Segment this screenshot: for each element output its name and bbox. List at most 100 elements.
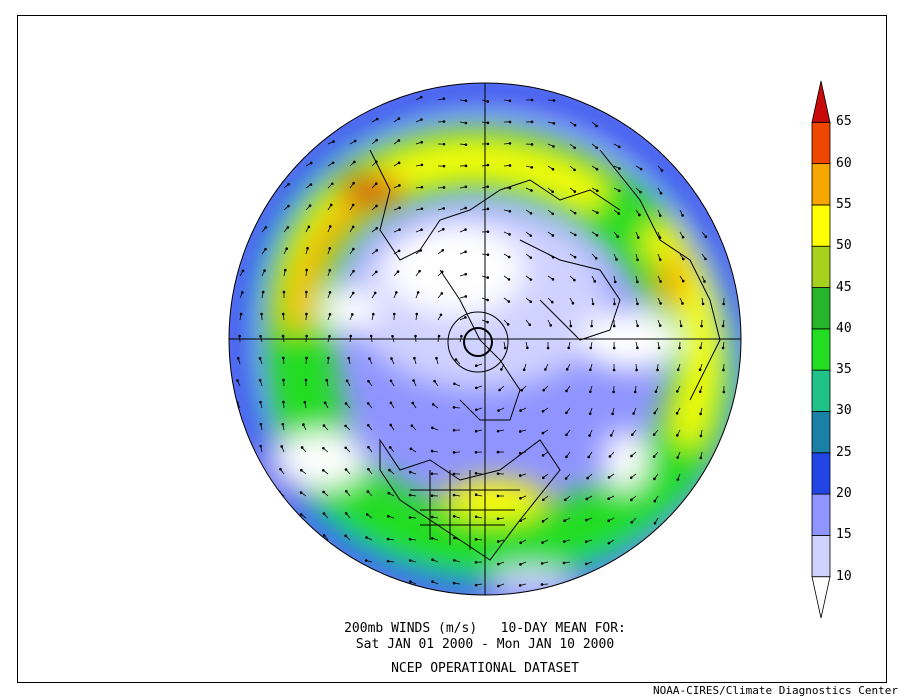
wind-vector-head (519, 519, 522, 523)
wind-vector-head (551, 190, 554, 194)
wind-vector-head (612, 324, 616, 328)
wind-vector-head (529, 278, 533, 281)
colorbar-segment (811, 204, 831, 247)
wind-vector-head (607, 476, 611, 479)
wind-vector-head (721, 346, 725, 350)
wind-vector-head (347, 356, 351, 360)
wind-vector-head (452, 451, 456, 454)
wind-vector-head (630, 498, 633, 502)
wind-vector-head (519, 541, 522, 545)
wind-vector-head (573, 168, 576, 172)
wind-vector-head (544, 368, 547, 371)
wind-vector-head (299, 513, 303, 516)
wind-vector-head (474, 560, 478, 564)
wind-vector-head (420, 185, 424, 189)
calm-south (490, 566, 570, 594)
wind-vector-head (542, 388, 545, 392)
wind-vector-head (388, 468, 391, 472)
wind-vector-head (699, 434, 703, 438)
wind-vector-head (474, 408, 478, 412)
wind-vector-head (366, 424, 370, 427)
wind-vector-head (375, 204, 378, 208)
wind-vector-head (681, 302, 684, 305)
wind-vector-head (281, 312, 285, 316)
wind-vector-head (508, 120, 512, 124)
wind-vector-head (639, 190, 642, 194)
wind-vector-head (282, 378, 285, 382)
inner-calm (385, 225, 525, 315)
wind-vector-head (497, 584, 500, 588)
wind-vector-head (352, 181, 355, 185)
wind-vector-head (474, 386, 478, 390)
wind-vector-head (589, 390, 592, 394)
wind-vector-head (497, 409, 500, 412)
wind-vector-head (589, 346, 593, 350)
wind-vector-head (464, 143, 468, 146)
wind-vector-head (286, 226, 290, 229)
dataset-label: NCEP OPERATIONAL DATASET (391, 661, 579, 676)
wind-vector-head (659, 191, 663, 195)
wind-vector-head (344, 424, 347, 428)
colorbar-segment (811, 80, 831, 123)
wind-vector-head (530, 166, 534, 169)
colorbar-tick-label: 10 (836, 568, 852, 584)
wind-vector-head (365, 513, 369, 516)
wind-vector-head (656, 368, 659, 372)
wind-vector-head (520, 388, 524, 392)
wind-vector-head (496, 540, 500, 543)
wind-vector-head (676, 368, 680, 372)
wind-vector-head (464, 206, 467, 210)
wind-vector-head (430, 536, 434, 540)
colorbar-tick-label: 15 (836, 527, 852, 543)
wind-vector-head (630, 433, 634, 436)
wind-vector-head (486, 121, 490, 125)
wind-vector-head (595, 167, 599, 171)
wind-vector-head (430, 515, 434, 519)
wind-vector-head (442, 227, 445, 231)
wind-vector-head (596, 189, 599, 193)
wind-vector-head (564, 477, 568, 480)
wind-vector-head (496, 517, 500, 521)
wind-vector-head (636, 280, 639, 284)
wind-vector-head (309, 161, 313, 165)
wind-vector-head (564, 498, 567, 502)
wind-vector-head (390, 357, 393, 360)
wind-vector-head (486, 100, 490, 103)
wind-vector-head (419, 249, 423, 252)
wind-vector-head (398, 184, 401, 187)
wind-vector-head (529, 211, 533, 215)
wind-vector-head (652, 455, 656, 458)
wind-vector-head (327, 356, 330, 360)
wind-vector-head (367, 379, 370, 383)
wind-vector-head (573, 255, 577, 259)
wind-vector-head (258, 378, 262, 382)
colorbar-segment (811, 245, 831, 288)
wind-vector-head (595, 233, 599, 237)
wind-vector-head (263, 269, 266, 272)
wind-vector-head (678, 346, 681, 350)
wind-vector-head (658, 214, 662, 217)
inner-calm-west (322, 288, 378, 332)
wind-vector-head (474, 583, 478, 587)
wind-vector-head (613, 302, 616, 306)
wind-vector-head (722, 368, 725, 372)
wind-vector-head (328, 334, 331, 338)
wind-vector-head (498, 388, 501, 392)
wind-vector-head (259, 334, 262, 338)
wind-vector-head (681, 235, 685, 239)
wind-vector-head (486, 298, 489, 302)
wind-vector-head (660, 169, 664, 172)
wind-vector-head (368, 357, 371, 360)
wind-vector-head (408, 537, 412, 541)
wind-vector-head (573, 211, 577, 215)
wind-vector-head (552, 99, 556, 102)
colorbar-segment (811, 411, 831, 454)
wind-vector-head (519, 496, 522, 500)
wind-vector-head (416, 291, 420, 294)
wind-vector-head (464, 272, 468, 276)
wind-vector-head (486, 163, 490, 167)
wind-vector-head (613, 280, 617, 284)
wind-vector-head (486, 253, 490, 257)
wind-vector-head (331, 161, 335, 165)
wind-vector-head (389, 423, 393, 427)
